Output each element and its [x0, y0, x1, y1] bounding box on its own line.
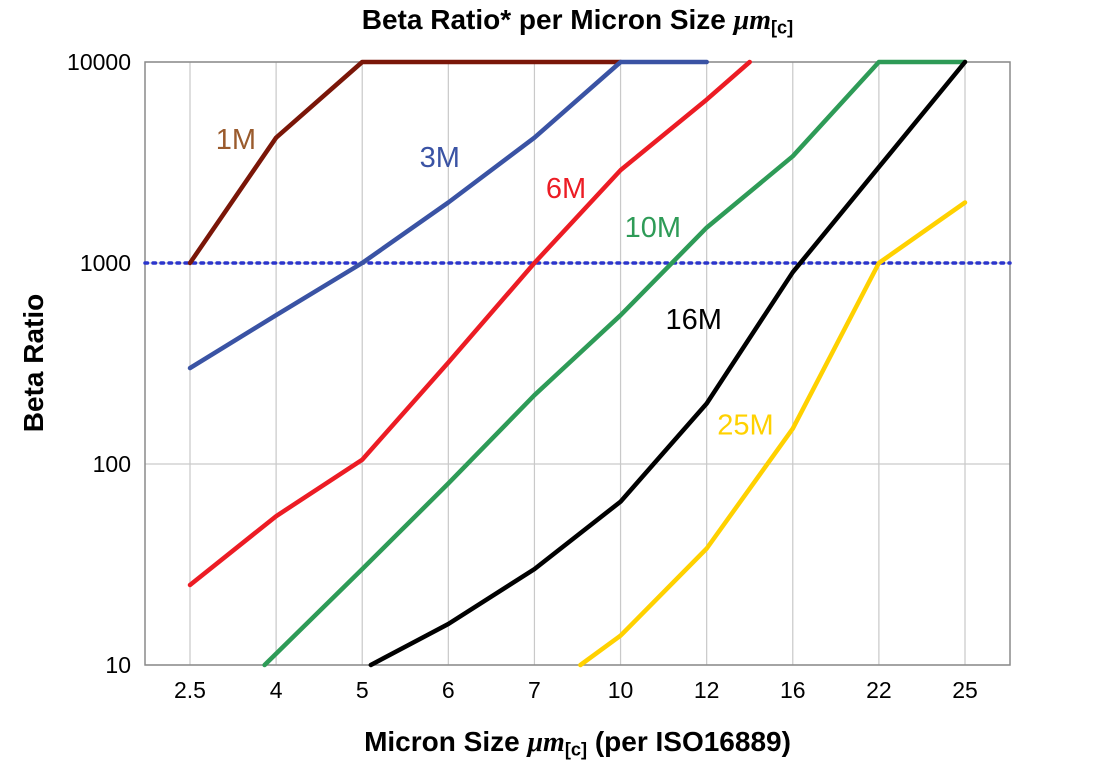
y-tick-10: 10 — [105, 652, 131, 678]
x-axis-title-subscript: [c] — [564, 739, 588, 760]
x-axis-title-text: Micron Size — [364, 726, 528, 757]
chart-title: Beta Ratio* per Micron Size μm[c] — [145, 4, 1010, 39]
x-tick-22: 22 — [866, 677, 892, 703]
series-line-6M — [187, 59, 752, 588]
x-tick-7: 7 — [528, 677, 541, 703]
x-tick-16: 16 — [780, 677, 806, 703]
series-label-25M: 25M — [717, 410, 773, 442]
series-line-1M — [187, 59, 623, 266]
x-tick-4: 4 — [270, 677, 283, 703]
chart-title-subscript: [c] — [771, 17, 794, 38]
x-axis-title: Micron Size μm[c] (per ISO16889) — [145, 726, 1010, 761]
y-tick-100: 100 — [93, 451, 131, 477]
x-tick-12: 12 — [694, 677, 720, 703]
series-label-16M: 16M — [666, 304, 722, 336]
series-label-6M: 6M — [546, 173, 586, 205]
x-axis-title-suffix: (per ISO16889) — [587, 726, 791, 757]
x-tick-10: 10 — [608, 677, 634, 703]
x-axis-title-unit: μm — [527, 727, 565, 758]
series-line-16M — [368, 59, 968, 668]
series-label-1M: 1M — [216, 124, 256, 156]
chart-title-text: Beta Ratio* per Micron Size — [361, 4, 734, 35]
x-tick-25: 25 — [952, 677, 978, 703]
plot-border — [144, 61, 1011, 666]
y-tick-10000: 10000 — [67, 49, 131, 75]
series-label-10M: 10M — [625, 212, 681, 244]
series-line-10M — [262, 59, 968, 668]
series-label-3M: 3M — [420, 142, 460, 174]
x-tick-6: 6 — [442, 677, 455, 703]
y-tick-1000: 1000 — [80, 250, 131, 276]
chart-title-unit: μm — [733, 5, 771, 36]
x-tick-5: 5 — [356, 677, 369, 703]
series-line-3M — [187, 59, 709, 371]
x-tick-2.5: 2.5 — [174, 677, 206, 703]
series-line-25M — [578, 200, 968, 668]
